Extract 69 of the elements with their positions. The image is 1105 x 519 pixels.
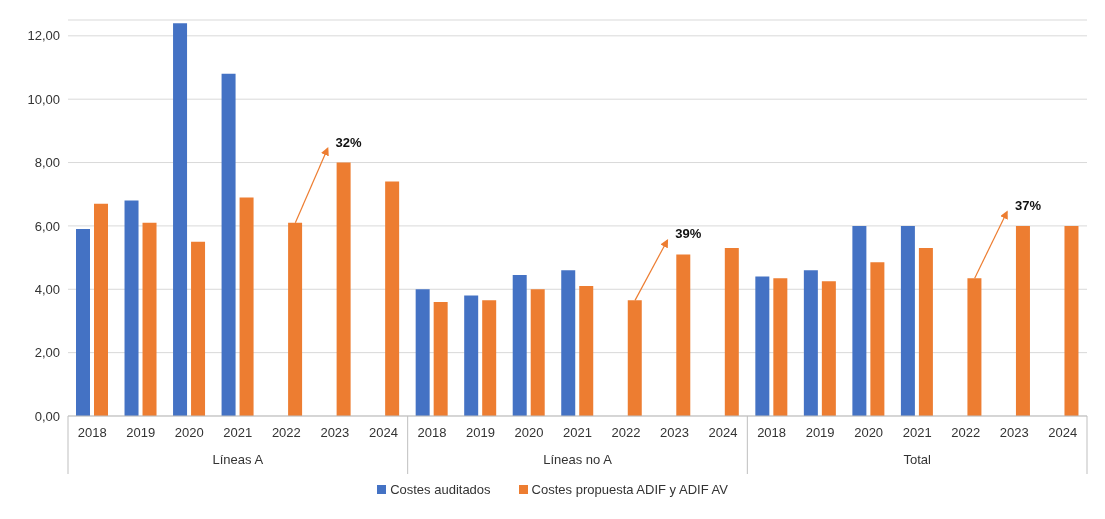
legend-label: Costes auditados — [389, 482, 491, 497]
text: Líneas no A — [543, 452, 613, 467]
bar — [900, 225, 915, 416]
bar — [1064, 225, 1079, 416]
y-tick-label: 2,00 — [34, 345, 60, 361]
bar — [433, 301, 448, 416]
x-tick-label: 2018 — [77, 425, 107, 441]
bar — [464, 295, 479, 416]
bar — [76, 229, 90, 416]
legend-label: Costes propuesta ADIF y ADIF AV — [530, 482, 728, 497]
x-tick-label: 2019 — [465, 425, 495, 441]
x-tick-label: 2021 — [563, 425, 592, 441]
bar — [173, 23, 188, 416]
x-tick-label: 2022 — [271, 425, 301, 441]
x-tick-label: 2021 — [902, 425, 932, 441]
bar — [336, 162, 351, 416]
y-tick-label: 8,00 — [34, 155, 60, 171]
annotation: 39% — [675, 226, 702, 242]
x-tick-label: 2024 — [708, 425, 738, 441]
bar — [724, 248, 739, 416]
bar — [415, 289, 430, 416]
x-tick-label: 2024 — [368, 425, 398, 441]
text: Líneas A — [212, 452, 264, 467]
bar — [142, 222, 157, 416]
x-tick-label: 2022 — [951, 425, 981, 441]
bar — [579, 286, 594, 416]
x-tick-label: 2023 — [999, 425, 1029, 441]
bar — [852, 225, 867, 416]
bar — [755, 276, 770, 416]
bar — [803, 270, 818, 416]
x-tick-label: 2023 — [320, 425, 350, 441]
bar — [870, 262, 885, 416]
bar — [239, 197, 254, 416]
x-tick-label: 2021 — [223, 425, 253, 441]
bar — [124, 200, 139, 416]
y-tick-label: 10,00 — [27, 91, 60, 107]
bar — [221, 73, 236, 416]
y-tick-label: 0,00 — [34, 408, 60, 424]
bar — [821, 281, 836, 416]
bar — [288, 222, 303, 416]
bar — [482, 300, 497, 416]
y-tick-label: 4,00 — [34, 281, 60, 297]
bar — [967, 278, 982, 416]
bar — [627, 300, 642, 416]
bar — [512, 275, 527, 416]
x-tick-label: 2020 — [854, 425, 884, 441]
x-tick-label: 2022 — [611, 425, 641, 441]
bar — [561, 270, 576, 416]
annotation: 37% — [1014, 197, 1042, 213]
annotation: 32% — [335, 134, 363, 150]
text: Total — [903, 452, 931, 467]
bar — [1015, 225, 1030, 416]
y-tick-label: 12,00 — [27, 28, 60, 44]
x-tick-label: 2019 — [126, 425, 156, 441]
bar — [191, 241, 206, 416]
bar — [530, 289, 545, 416]
x-tick-label: 2023 — [660, 425, 690, 441]
x-tick-label: 2020 — [174, 425, 204, 441]
x-tick-label: 2020 — [514, 425, 544, 441]
x-tick-label: 2024 — [1048, 425, 1078, 441]
x-tick-label: 2018 — [757, 425, 787, 441]
bar — [676, 254, 691, 416]
bar — [385, 181, 400, 416]
bar — [773, 278, 788, 416]
x-tick-label: 2019 — [805, 425, 835, 441]
y-tick-label: 6,00 — [34, 218, 60, 234]
bar — [94, 203, 108, 416]
x-tick-label: 2018 — [417, 425, 447, 441]
bar — [918, 248, 933, 416]
